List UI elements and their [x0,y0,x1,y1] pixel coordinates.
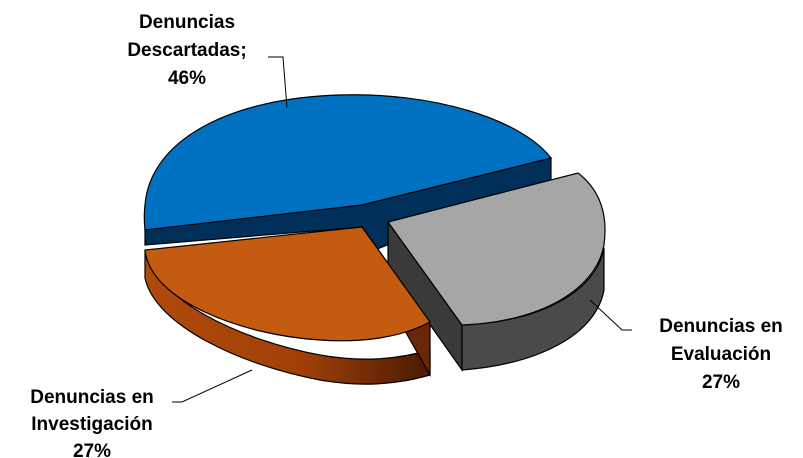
data-label-descartadas: Denuncias Descartadas; 46% [127,12,246,89]
data-label-investigacion-line2: Investigación [31,414,152,435]
data-label-descartadas-line1: Denuncias [139,12,235,33]
slice-evaluacion [387,172,606,326]
data-label-descartadas-line3: 46% [168,68,206,89]
data-label-investigacion: Denuncias en Investigación 27% [30,387,154,458]
slice-investigacion [144,226,431,342]
leader-line-investigacion [172,369,253,403]
data-label-investigacion-line1: Denuncias en [30,387,154,408]
leader-line-descartadas [268,56,288,109]
leader-line-evaluacion [589,299,632,331]
slice-descartadas [143,94,553,231]
data-label-investigacion-line3: 27% [73,441,111,458]
data-label-evaluacion: Denuncias en Evaluación 27% [659,316,783,393]
data-label-evaluacion-line1: Denuncias en [659,316,783,337]
data-label-descartadas-line2: Descartadas; [127,40,246,61]
data-label-evaluacion-line2: Evaluación [671,344,771,365]
data-label-evaluacion-line3: 27% [702,372,740,393]
